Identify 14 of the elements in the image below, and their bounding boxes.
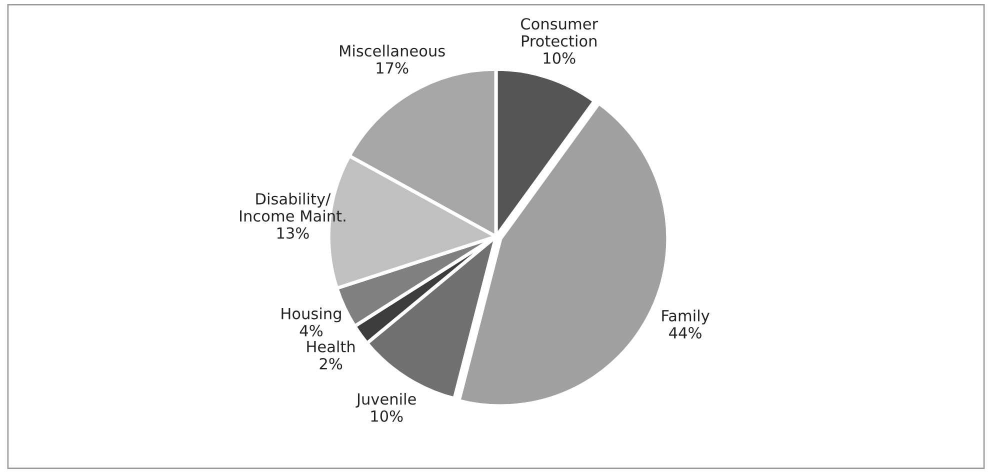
data-label: 17% bbox=[376, 62, 408, 74]
slice-label: Health bbox=[307, 340, 355, 352]
slice-label: Consumer Protection bbox=[521, 18, 598, 47]
slice-label: Miscellaneous bbox=[340, 44, 445, 57]
slice-label: Family bbox=[662, 310, 710, 324]
slice-label: Disability/ Income Maint. bbox=[240, 192, 346, 222]
data-label: 13% bbox=[277, 227, 309, 239]
data-label: 4% bbox=[300, 324, 323, 336]
data-label: 2% bbox=[320, 358, 342, 370]
slice-label: Housing bbox=[282, 307, 341, 322]
data-label: 10% bbox=[371, 410, 403, 422]
slice-label: Juvenile bbox=[356, 392, 416, 408]
data-label: 10% bbox=[544, 52, 576, 64]
data-label: 44% bbox=[669, 327, 702, 339]
